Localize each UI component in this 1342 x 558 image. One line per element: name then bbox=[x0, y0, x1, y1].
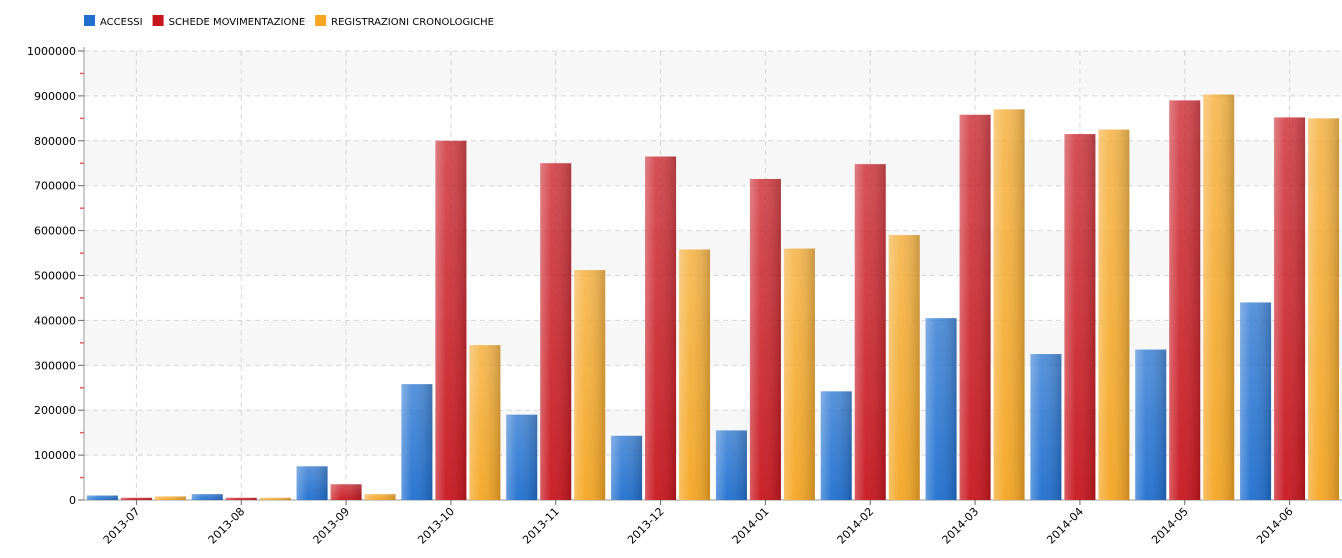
y-tick-label: 600000 bbox=[34, 225, 76, 238]
bar-accessi-2013-10-shade bbox=[401, 384, 433, 500]
x-tick-label: 2013-12 bbox=[625, 505, 667, 547]
bar-schede-movimentazione-2013-11-shade bbox=[540, 163, 572, 500]
bar-registrazioni-cronologiche-2014-06-shade bbox=[1308, 118, 1340, 500]
y-tick-label: 700000 bbox=[34, 180, 76, 193]
bar-schede-movimentazione-2014-05-shade bbox=[1169, 100, 1201, 500]
bar-schede-movimentazione-2013-09-shade bbox=[330, 484, 362, 500]
y-tick-label: 300000 bbox=[34, 359, 76, 372]
x-tick-label: 2013-07 bbox=[101, 505, 143, 547]
bar-registrazioni-cronologiche-2013-12-shade bbox=[679, 249, 711, 500]
x-tick-label: 2014-03 bbox=[940, 505, 982, 547]
legend-swatch-accessi bbox=[84, 15, 95, 26]
bar-accessi-2013-09-shade bbox=[296, 466, 328, 500]
x-tick-label: 2014-04 bbox=[1044, 505, 1086, 547]
bars bbox=[86, 94, 1340, 501]
bar-accessi-2013-08-shade bbox=[191, 494, 223, 500]
bar-registrazioni-cronologiche-2013-07-shade bbox=[154, 496, 186, 500]
bar-schede-movimentazione-2014-04-shade bbox=[1064, 134, 1096, 500]
bar-schede-movimentazione-2014-06-shade bbox=[1274, 117, 1306, 501]
bar-accessi-2013-12-shade bbox=[611, 435, 643, 500]
y-tick-label: 800000 bbox=[34, 135, 76, 148]
x-tick-label: 2013-08 bbox=[206, 505, 248, 547]
legend-label-registrazioni-cronologiche: REGISTRAZIONI CRONOLOGICHE bbox=[331, 17, 494, 28]
bar-registrazioni-cronologiche-2014-01-shade bbox=[783, 248, 815, 500]
bar-registrazioni-cronologiche-2013-10-shade bbox=[469, 345, 501, 500]
y-tick-label: 900000 bbox=[34, 90, 76, 103]
bar-schede-movimentazione-2013-10-shade bbox=[435, 140, 467, 501]
bar-accessi-2014-03-shade bbox=[925, 318, 957, 500]
bar-accessi-2013-11-shade bbox=[506, 414, 538, 500]
legend-label-schede-movimentazione: SCHEDE MOVIMENTAZIONE bbox=[169, 17, 306, 28]
x-tick-label: 2013-09 bbox=[311, 505, 353, 547]
x-tick-label: 2013-10 bbox=[415, 505, 457, 547]
x-tick-label: 2014-06 bbox=[1254, 505, 1296, 547]
bar-schede-movimentazione-2013-08-shade bbox=[225, 497, 257, 500]
bar-registrazioni-cronologiche-2014-03-shade bbox=[993, 109, 1025, 501]
x-tick-label: 2014-05 bbox=[1149, 505, 1191, 547]
bar-accessi-2014-01-shade bbox=[715, 430, 747, 500]
bar-schede-movimentazione-2013-12-shade bbox=[645, 156, 677, 500]
bar-accessi-2014-05-shade bbox=[1135, 349, 1167, 500]
bar-registrazioni-cronologiche-2013-08-shade bbox=[259, 497, 291, 500]
x-tick-label: 2014-02 bbox=[835, 505, 877, 547]
y-tick-label: 500000 bbox=[34, 270, 76, 283]
bar-registrazioni-cronologiche-2014-05-shade bbox=[1203, 94, 1235, 500]
y-axis: 0 100000 200000 300000 400000 500000 600000 700… bbox=[27, 45, 85, 507]
y-tick-label: 200000 bbox=[34, 404, 76, 417]
x-tick-label: 2013-11 bbox=[520, 505, 562, 547]
bar-schede-movimentazione-2014-02-shade bbox=[854, 164, 886, 500]
legend: ACCESSI SCHEDE MOVIMENTAZIONE REGISTRAZION… bbox=[84, 15, 494, 28]
y-tick-label: 400000 bbox=[34, 314, 76, 327]
bar-accessi-2014-02-shade bbox=[820, 391, 852, 500]
x-tick-label: 2014-01 bbox=[730, 505, 772, 547]
legend-swatch-schede-movimentazione bbox=[152, 15, 164, 26]
bar-registrazioni-cronologiche-2013-09-shade bbox=[364, 494, 396, 500]
bar-accessi-2013-07-shade bbox=[86, 495, 118, 500]
y-tick-label: 100000 bbox=[34, 449, 76, 462]
x-axis: 2013-07 2013-08 2013-09 2013-10 2013-11 2013-… bbox=[84, 499, 1342, 547]
y-tick-label: 1000000 bbox=[27, 45, 76, 58]
legend-swatch-registrazioni-cronologiche bbox=[315, 15, 327, 26]
bar-registrazioni-cronologiche-2013-11-shade bbox=[574, 270, 606, 500]
bar-accessi-2014-06-shade bbox=[1240, 302, 1272, 500]
bar-registrazioni-cronologiche-2014-04-shade bbox=[1098, 129, 1130, 500]
bar-registrazioni-cronologiche-2014-02-shade bbox=[888, 235, 920, 500]
bar-accessi-2014-04-shade bbox=[1030, 354, 1062, 500]
bar-schede-movimentazione-2014-01-shade bbox=[749, 178, 781, 500]
y-tick-label: 0 bbox=[69, 494, 76, 507]
bar-schede-movimentazione-2014-03-shade bbox=[959, 114, 991, 501]
bar-schede-movimentazione-2013-07-shade bbox=[120, 497, 152, 500]
legend-label-accessi: ACCESSI bbox=[100, 17, 143, 28]
